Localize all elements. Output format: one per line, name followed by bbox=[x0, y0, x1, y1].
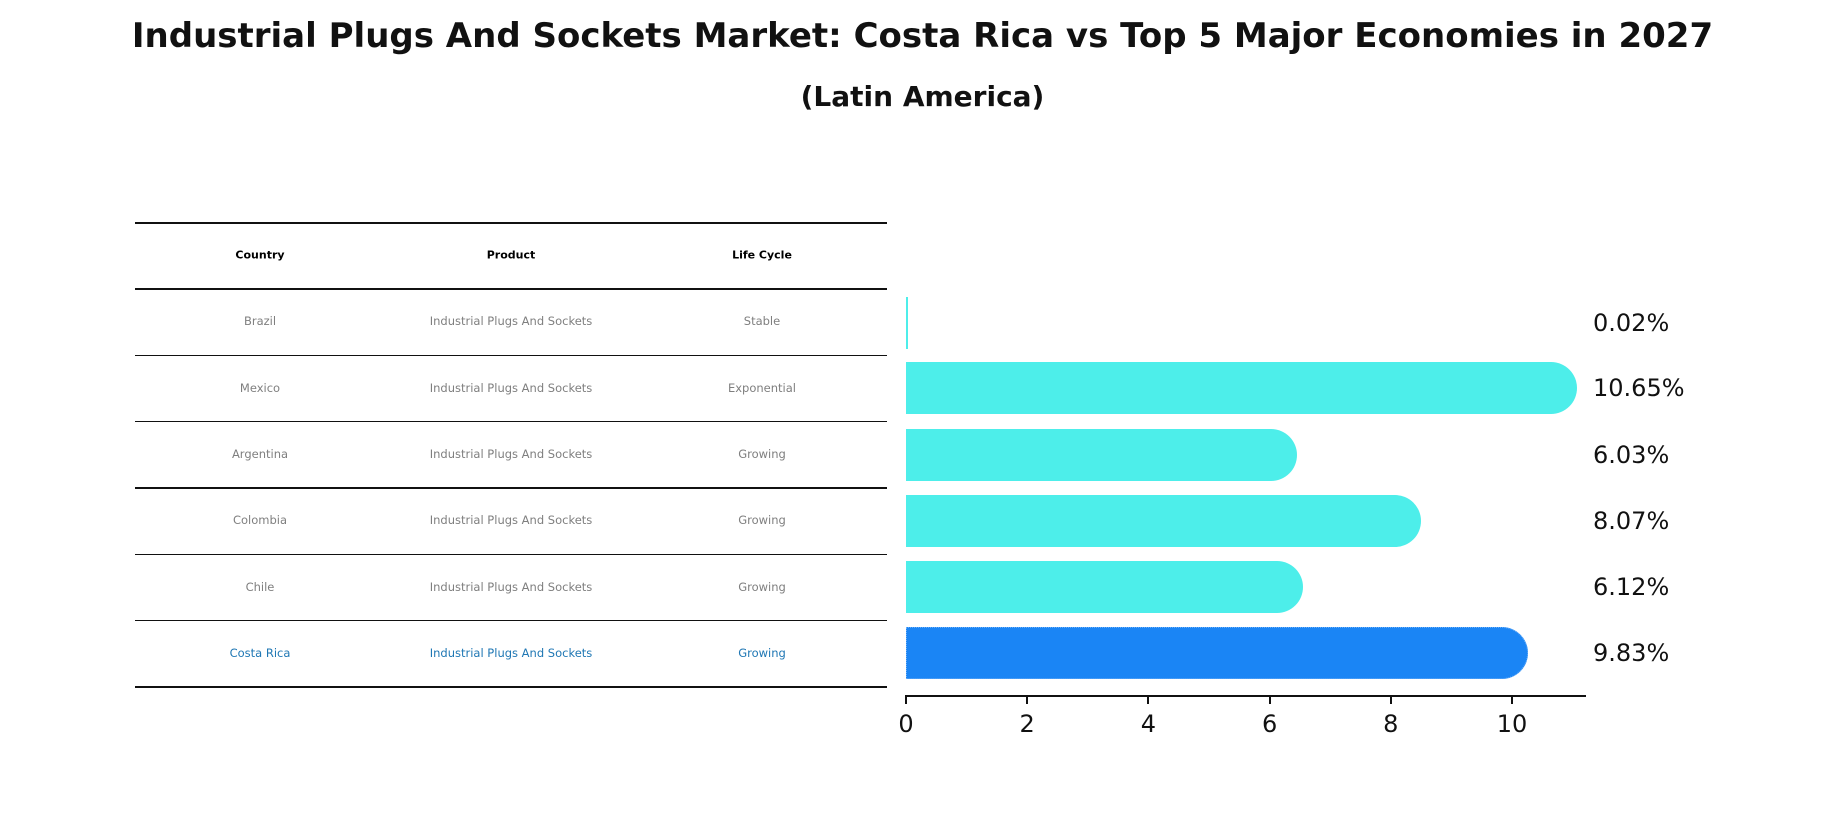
value-label: 0.02% bbox=[1593, 309, 1670, 337]
table-cell-life-cycle: Growing bbox=[738, 513, 786, 528]
table-cell-country: Argentina bbox=[231, 447, 289, 462]
bar-costa-rica bbox=[906, 627, 1528, 679]
value-label: 6.12% bbox=[1593, 573, 1670, 601]
table-cell-country: Mexico bbox=[239, 380, 281, 395]
bar-mexico bbox=[906, 362, 1578, 414]
table-cell-life-cycle: Stable bbox=[743, 314, 781, 329]
x-tick bbox=[1511, 695, 1513, 704]
x-tick bbox=[1026, 695, 1029, 704]
table-cell-product: Industrial Plugs And Sockets bbox=[429, 645, 593, 660]
x-tick-label: 2 bbox=[1019, 710, 1035, 738]
bar-chile bbox=[906, 561, 1303, 613]
value-label: 10.65% bbox=[1593, 374, 1685, 402]
x-tick bbox=[905, 695, 907, 704]
table-cell-life-cycle: Growing bbox=[738, 645, 786, 660]
table-cell-product: Industrial Plugs And Sockets bbox=[429, 447, 593, 462]
value-label: 8.07% bbox=[1593, 507, 1670, 535]
table-rule bbox=[135, 420, 887, 423]
table-cell-life-cycle: Growing bbox=[738, 579, 786, 594]
table-header-product: Product bbox=[486, 248, 536, 262]
table-rule bbox=[135, 354, 887, 357]
table-cell-country: Brazil bbox=[243, 314, 277, 329]
x-tick bbox=[1268, 695, 1271, 704]
table-cell-country: Costa Rica bbox=[229, 645, 291, 660]
table-cell-product: Industrial Plugs And Sockets bbox=[429, 579, 593, 594]
table-header-country: Country bbox=[235, 248, 285, 262]
table-rule bbox=[135, 487, 887, 489]
value-label: 6.03% bbox=[1593, 441, 1670, 469]
x-tick bbox=[1389, 695, 1392, 704]
table-cell-country: Colombia bbox=[232, 513, 288, 528]
table-cell-product: Industrial Plugs And Sockets bbox=[429, 513, 593, 528]
table-rule bbox=[135, 288, 887, 290]
x-axis bbox=[906, 695, 1586, 697]
table-rule bbox=[135, 553, 887, 555]
table-rule bbox=[135, 686, 887, 688]
bar-colombia bbox=[906, 495, 1422, 547]
x-tick-label: 6 bbox=[1261, 710, 1278, 738]
table-header-life-cycle: Life Cycle bbox=[732, 248, 792, 262]
table-cell-life-cycle: Exponential bbox=[727, 380, 796, 395]
bar-argentina bbox=[906, 429, 1298, 481]
bar-brazil bbox=[906, 297, 908, 349]
x-tick bbox=[1147, 695, 1150, 704]
x-tick-label: 8 bbox=[1383, 710, 1399, 738]
chart-title: Industrial Plugs And Sockets Market: Cos… bbox=[131, 16, 1714, 56]
chart-subtitle: (Latin America) bbox=[800, 80, 1045, 113]
table-rule bbox=[135, 222, 887, 224]
x-tick-label: 4 bbox=[1140, 710, 1157, 738]
table-cell-product: Industrial Plugs And Sockets bbox=[429, 380, 593, 395]
value-label: 9.83% bbox=[1593, 639, 1670, 667]
table-rule bbox=[135, 619, 887, 622]
table-cell-product: Industrial Plugs And Sockets bbox=[429, 314, 593, 329]
x-tick-label: 0 bbox=[898, 710, 914, 738]
x-tick-label: 10 bbox=[1496, 710, 1528, 738]
table-cell-life-cycle: Growing bbox=[738, 447, 786, 462]
table-cell-country: Chile bbox=[245, 579, 275, 594]
